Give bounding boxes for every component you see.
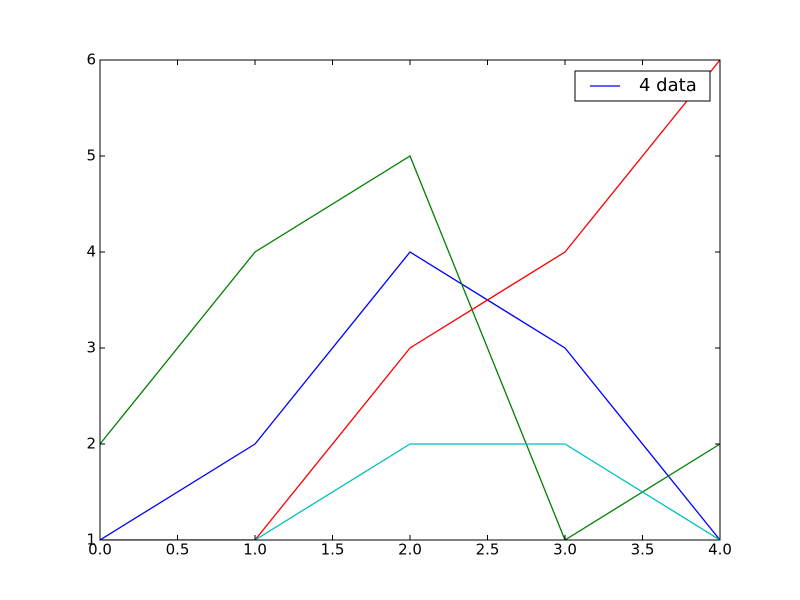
data-line [100,251,720,540]
data-line [100,155,720,540]
y-tick-label: 3 [86,339,96,357]
x-tick-label: 2.0 [398,541,422,559]
data-line [100,443,720,540]
y-tick-label: 1 [86,531,96,549]
x-tick-label: 0.5 [166,541,190,559]
y-tick-label: 4 [86,243,96,261]
x-tick-label: 3.0 [553,541,577,559]
x-tick-label: 1.5 [321,541,345,559]
y-tick-label: 2 [86,435,96,453]
data-line [100,60,720,540]
y-tick-label: 6 [86,51,96,69]
x-tick-label: 2.5 [476,541,500,559]
legend: 4 data [574,70,711,102]
x-tick-label: 3.5 [631,541,655,559]
y-tick-label: 5 [86,147,96,165]
x-tick-label: 0.0 [88,541,112,559]
x-tick-label: 4.0 [708,541,732,559]
x-tick-label: 1.0 [243,541,267,559]
legend-label: 4 data [639,75,697,96]
